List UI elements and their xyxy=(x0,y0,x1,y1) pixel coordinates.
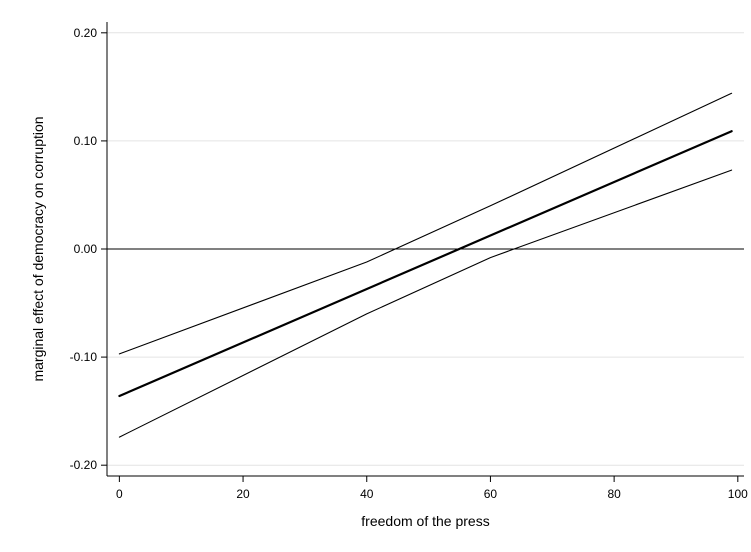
grid xyxy=(107,32,744,466)
series-group xyxy=(118,92,733,438)
y-tick-label-1: -0.10 xyxy=(70,350,98,364)
x-tick-label-3: 60 xyxy=(484,487,498,501)
series-estimate-line xyxy=(118,130,733,398)
y-tick-label-4: 0.20 xyxy=(74,26,98,40)
x-tick-label-2: 40 xyxy=(360,487,374,501)
x-tick-label-1: 20 xyxy=(236,487,250,501)
x-tick-label-4: 80 xyxy=(607,487,621,501)
y-tick-label-2: 0.00 xyxy=(74,242,98,256)
x-tick-label-0: 0 xyxy=(116,487,123,501)
series-upper-bound-line xyxy=(118,92,733,355)
x-tick-label-5: 100 xyxy=(728,487,748,501)
y-tick-label-3: 0.10 xyxy=(74,134,98,148)
y-axis-label: marginal effect of democracy on corrupti… xyxy=(30,116,46,381)
y-tick-label-0: -0.20 xyxy=(70,458,98,472)
series-lower-bound-line xyxy=(118,169,733,438)
x-axis-label: freedom of the press xyxy=(361,513,489,529)
axes: -0.20 -0.10 0.00 0.10 0.20 0 20 40 60 80 100 xyxy=(70,22,748,501)
